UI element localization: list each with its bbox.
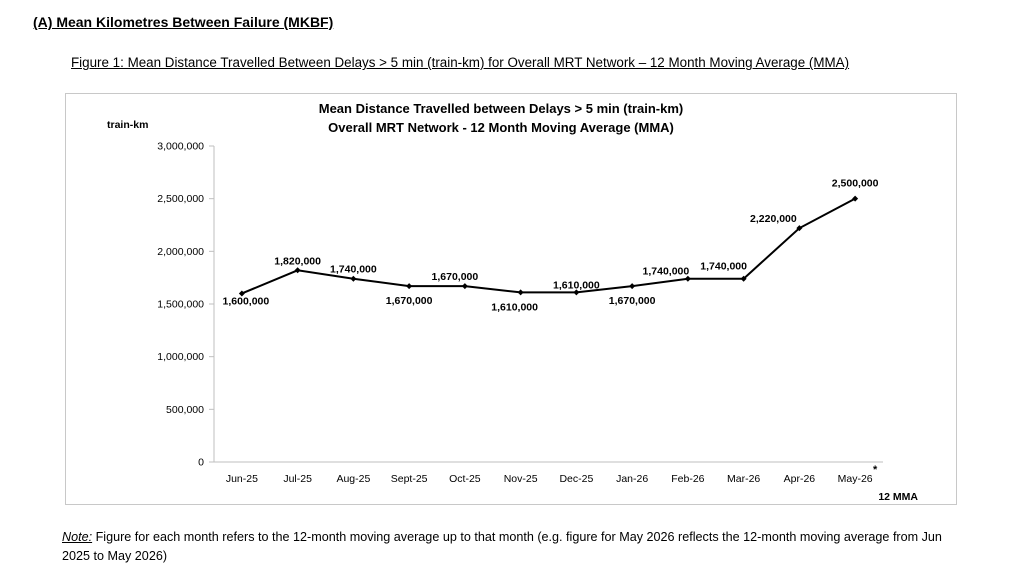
y-tick-label: 3,000,000 [157, 141, 204, 153]
x-tick-label: Mar-26 [727, 473, 760, 485]
data-point-marker [350, 275, 357, 282]
figure-caption: Figure 1: Mean Distance Travelled Betwee… [71, 55, 850, 70]
x-tick-label: Feb-26 [671, 473, 704, 485]
note-label: Note: [62, 530, 93, 544]
x-tick-label: Oct-25 [449, 473, 481, 485]
x-tick-label: Jul-25 [283, 473, 312, 485]
data-point-marker [852, 195, 859, 202]
data-label: 1,740,000 [330, 264, 377, 276]
y-tick-label: 2,000,000 [157, 246, 204, 258]
data-label: 1,740,000 [643, 266, 690, 278]
x-tick-label: Nov-25 [504, 473, 538, 485]
y-axis: 0 500,000 1,000,000 1,500,000 2,000,000 2,500… [157, 141, 215, 469]
data-label: 1,600,000 [223, 295, 270, 307]
series-line [241, 197, 856, 295]
data-labels: 1,600,000 1,820,000 1,740,000 1,670,000 1,67… [223, 178, 879, 476]
y-tick-label: 1,500,000 [157, 299, 204, 311]
chart-subtitle: Overall MRT Network - 12 Month Moving Av… [328, 120, 674, 135]
data-label: 1,610,000 [553, 279, 600, 291]
data-label: 1,670,000 [386, 295, 433, 307]
data-label: 2,500,000 [832, 178, 879, 190]
x-tick-label: Jan-26 [616, 473, 648, 485]
data-label: 1,820,000 [274, 255, 321, 267]
data-point-marker [294, 267, 301, 274]
x-axis: Jun-25 Jul-25 Aug-25 Sept-25 Oct-25 Nov-25 Dec… [214, 461, 883, 485]
y-tick-label: 1,000,000 [157, 351, 204, 363]
data-label: 1,740,000 [700, 261, 747, 273]
x-tick-label: May-26 [838, 473, 873, 485]
data-point-marker [629, 283, 636, 290]
data-point-marker [796, 225, 803, 232]
x-tick-label: Sept-25 [391, 473, 428, 485]
data-label: 1,670,000 [609, 295, 656, 307]
data-point-marker [461, 283, 468, 290]
data-label: 1,610,000 [491, 301, 538, 313]
series-line-group [238, 195, 859, 297]
x-tick-label: Dec-25 [559, 473, 593, 485]
section-heading: (A) Mean Kilometres Between Failure (MKB… [33, 14, 334, 30]
y-tick-label: 0 [198, 457, 204, 469]
x-tick-label: Aug-25 [336, 473, 370, 485]
y-tick-label: 2,500,000 [157, 193, 204, 205]
data-point-marker [573, 289, 580, 296]
data-point-marker [238, 290, 245, 297]
data-point-marker [406, 283, 413, 290]
data-point-marker [684, 275, 691, 282]
data-label: 2,220,000 [750, 213, 797, 225]
footnote: Note: Figure for each month refers to th… [62, 528, 972, 566]
data-label: 1,670,000 [432, 271, 479, 283]
data-point-marker [740, 275, 747, 282]
note-text: Figure for each month refers to the 12-m… [62, 530, 942, 563]
line-chart: Mean Distance Travelled between Delays >… [107, 101, 918, 503]
y-axis-label: train-km [107, 119, 148, 131]
x-tick-label: Apr-26 [784, 473, 816, 485]
chart-title: Mean Distance Travelled between Delays >… [319, 101, 684, 116]
y-tick-label: 500,000 [166, 404, 204, 416]
data-point-marker [517, 289, 524, 296]
x-axis-label: 12 MMA [878, 491, 918, 503]
annotation-asterisk: * [873, 464, 878, 476]
chart-frame: Mean Distance Travelled between Delays >… [65, 93, 957, 505]
x-tick-label: Jun-25 [226, 473, 258, 485]
